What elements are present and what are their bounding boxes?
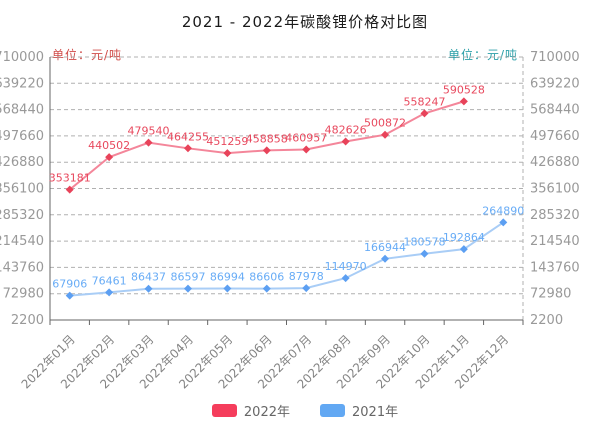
data-label-2021年: 180578 [403, 236, 445, 249]
data-point-2022年[interactable] [144, 138, 153, 147]
y-axis-label-right: 497660 [530, 129, 580, 144]
data-point-2022年[interactable] [302, 145, 311, 154]
data-point-2021年[interactable] [65, 291, 74, 300]
y-axis-label-right: 285320 [530, 208, 580, 223]
data-label-2022年: 458858 [246, 132, 288, 145]
data-label-2021年: 86597 [170, 271, 205, 284]
y-axis-label-right: 639220 [530, 76, 580, 91]
y-axis-label-left: 497660 [0, 129, 44, 144]
data-label-2021年: 67906 [52, 278, 87, 291]
series-line-2021年 [69, 221, 504, 297]
data-label-2022年: 464255 [167, 130, 209, 143]
y-axis-label-left: 356100 [0, 182, 44, 197]
data-label-2021年: 86437 [131, 271, 166, 284]
data-point-2021年[interactable] [105, 288, 114, 297]
data-point-2022年[interactable] [381, 130, 390, 139]
data-point-2022年[interactable] [262, 146, 271, 155]
data-point-2021年[interactable] [223, 284, 232, 293]
y-axis-label-right: 568440 [530, 103, 580, 118]
data-label-2022年: 353181 [49, 172, 91, 185]
y-axis-label-left: 2200 [11, 313, 44, 328]
data-label-2021年: 86994 [210, 270, 245, 283]
data-label-2022年: 500872 [364, 117, 406, 130]
data-point-2021年[interactable] [381, 254, 390, 263]
y-axis-label-left: 639220 [0, 76, 44, 91]
data-label-2022年: 479540 [128, 125, 170, 138]
data-point-2021年[interactable] [499, 218, 508, 227]
y-axis-label-left: 710000 [0, 50, 44, 65]
data-label-2022年: 590528 [443, 83, 485, 96]
data-point-2022年[interactable] [183, 144, 192, 153]
y-axis-label-right: 710000 [530, 50, 580, 65]
right-unit-label: 单位：元/吨 [447, 48, 518, 62]
y-axis-label-right: 2200 [530, 313, 563, 328]
y-axis-label-right: 426880 [530, 155, 580, 170]
data-label-2022年: 460957 [285, 132, 327, 145]
left-unit-label: 单位：元/吨 [52, 48, 123, 62]
y-axis-label-left: 285320 [0, 208, 44, 223]
data-label-2021年: 87978 [289, 270, 324, 283]
chart-title: 2021 - 2022年碳酸锂价格对比图 [181, 13, 429, 31]
data-label-2021年: 86606 [249, 271, 284, 284]
data-label-2022年: 558247 [403, 95, 445, 108]
data-point-2022年[interactable] [459, 97, 468, 106]
data-point-2021年[interactable] [262, 284, 271, 293]
data-label-2021年: 192864 [443, 231, 485, 244]
y-axis-label-right: 214540 [530, 234, 580, 249]
data-label-2021年: 166944 [364, 241, 406, 254]
data-label-2022年: 440502 [88, 139, 130, 152]
y-axis-label-left: 568440 [0, 103, 44, 118]
data-label-2022年: 482626 [325, 123, 367, 136]
y-axis-label-left: 72980 [3, 287, 44, 302]
legend-item-2022年[interactable]: 2022年 [211, 401, 290, 420]
data-label-2021年: 264890 [482, 204, 524, 217]
data-point-2022年[interactable] [223, 149, 232, 158]
data-point-2021年[interactable] [302, 284, 311, 293]
legend: 2022年 2021年 [0, 401, 610, 420]
data-point-2021年[interactable] [459, 245, 468, 254]
legend-item-2021年[interactable]: 2021年 [320, 401, 398, 420]
y-axis-label-left: 426880 [0, 155, 44, 170]
data-point-2021年[interactable] [420, 249, 429, 258]
data-point-2022年[interactable] [105, 153, 114, 162]
data-point-2021年[interactable] [183, 284, 192, 293]
data-label-2021年: 114970 [325, 260, 367, 273]
data-point-2022年[interactable] [420, 109, 429, 118]
data-point-2021年[interactable] [341, 274, 350, 283]
legend-swatch [320, 404, 345, 417]
y-axis-label-right: 143760 [530, 260, 580, 275]
legend-label: 2022年 [243, 405, 290, 420]
data-point-2022年[interactable] [341, 137, 350, 146]
legend-swatch [211, 404, 237, 417]
legend-label: 2021年 [352, 405, 399, 420]
data-point-2021年[interactable] [144, 284, 153, 293]
data-label-2022年: 451259 [206, 135, 248, 148]
data-label-2021年: 76461 [92, 274, 127, 287]
y-axis-label-left: 214540 [0, 234, 44, 249]
y-axis-label-left: 143760 [0, 260, 44, 275]
y-axis-label-right: 72980 [530, 287, 571, 302]
data-point-2022年[interactable] [65, 185, 74, 194]
y-axis-label-right: 356100 [530, 182, 580, 197]
